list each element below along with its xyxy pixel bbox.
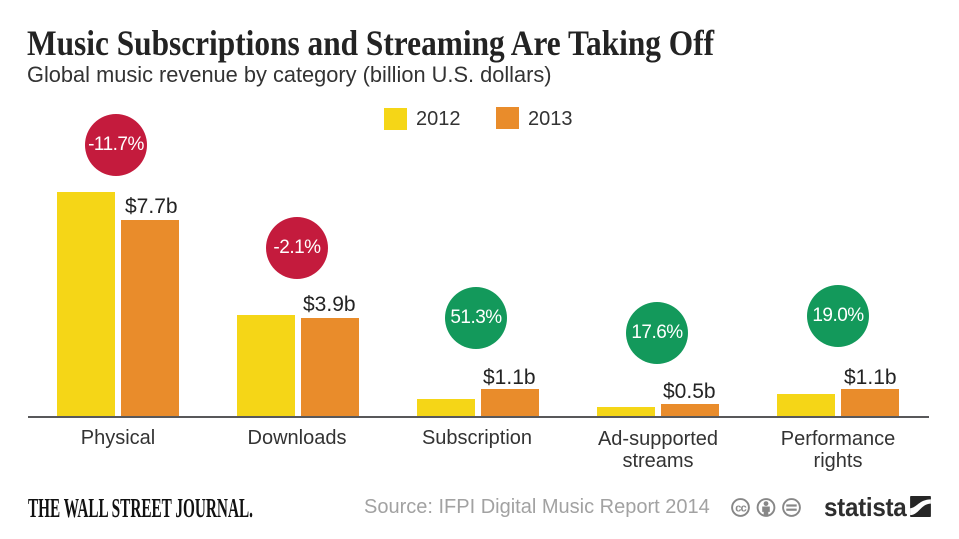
svg-text:cc: cc	[735, 502, 746, 514]
